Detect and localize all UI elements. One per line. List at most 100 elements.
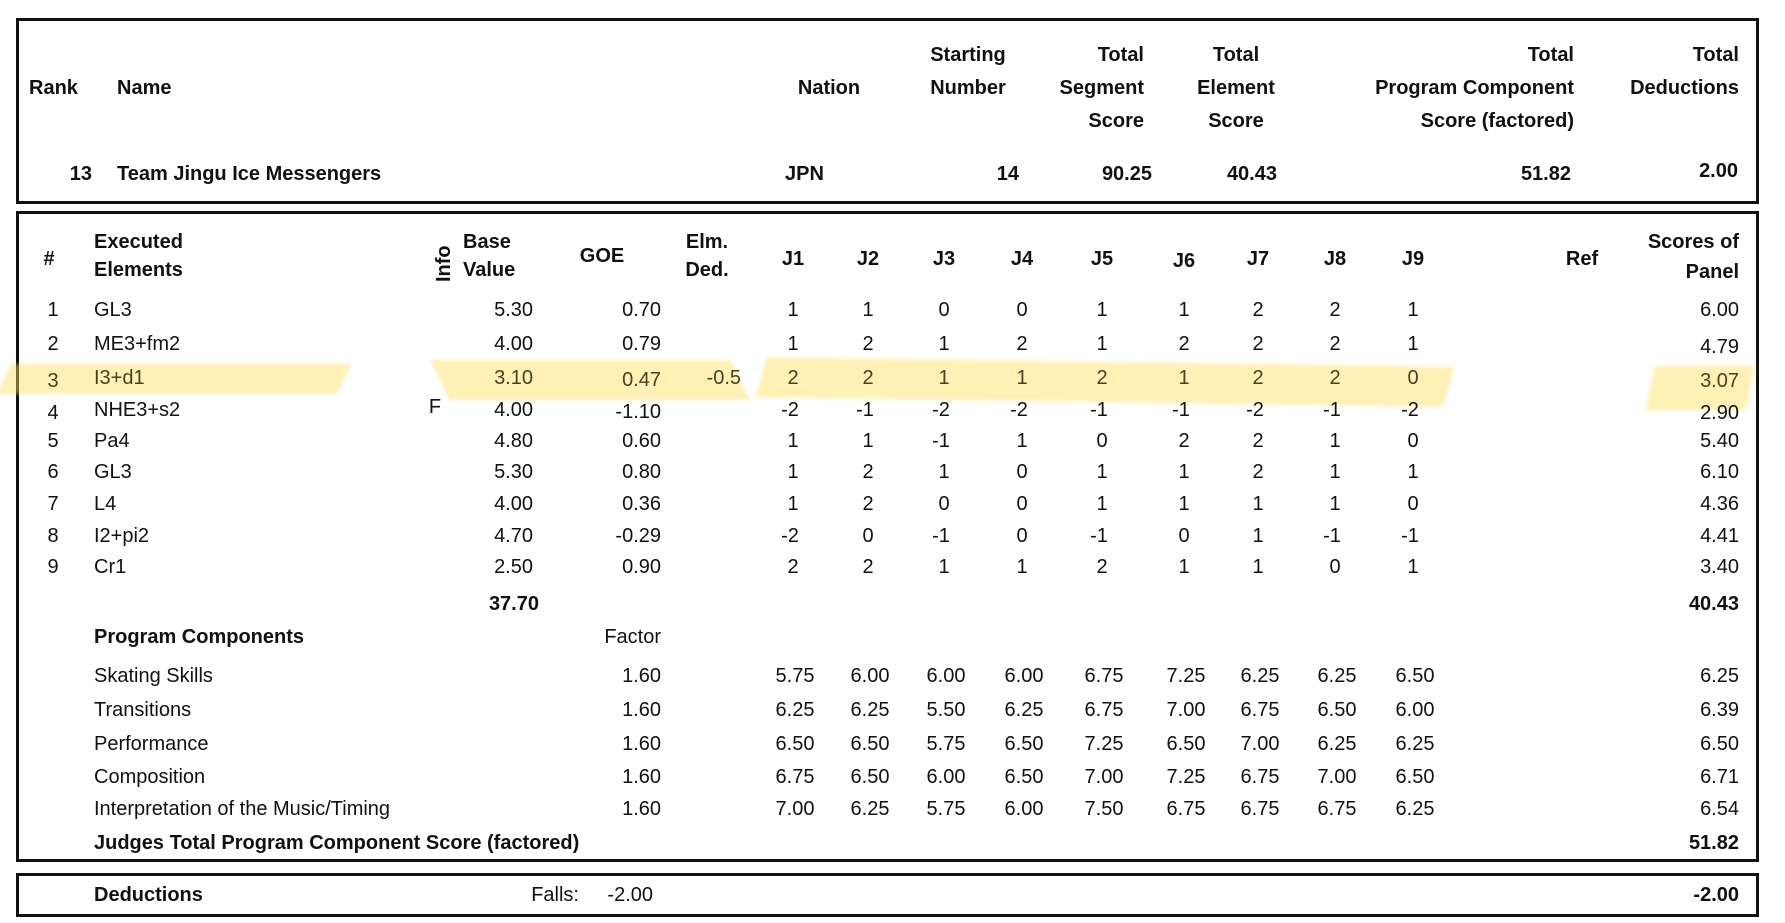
num-header: #	[43, 248, 55, 270]
panel-score: 6.10	[1700, 461, 1739, 483]
judge-score-j1: 1	[787, 333, 799, 355]
judge-score-j4: 0	[1016, 525, 1028, 547]
component-factor: 1.60	[622, 766, 661, 788]
component-score-j5: 7.25	[1084, 733, 1124, 755]
goe-value: 0.70	[622, 299, 661, 321]
component-score-j2: 6.50	[850, 766, 890, 788]
judge-score-j8: 2	[1329, 299, 1341, 321]
component-score-j5: 7.00	[1084, 766, 1124, 788]
judge-score-j5: -1	[1090, 525, 1108, 547]
component-score-j1: 5.75	[775, 665, 815, 687]
judge-score-j5: 1	[1096, 461, 1108, 483]
component-score-j9: 6.50	[1395, 766, 1435, 788]
scores-of-panel-header: Panel	[1685, 261, 1739, 283]
component-score-j3: 6.00	[926, 665, 966, 687]
component-score-j5: 7.50	[1084, 798, 1124, 820]
component-score-j4: 6.50	[1004, 766, 1044, 788]
judge-score-j8: 1	[1329, 461, 1341, 483]
goe-value: 0.60	[622, 430, 661, 452]
base-value: 3.10	[494, 367, 533, 389]
component-score-j7: 6.75	[1240, 798, 1280, 820]
base-value: 5.30	[494, 299, 533, 321]
judge-score-j8: -1	[1323, 399, 1341, 421]
goe-value: 0.90	[622, 556, 661, 578]
component-panel-score: 6.71	[1700, 766, 1739, 788]
component-score-j2: 6.25	[850, 699, 890, 721]
component-name: Transitions	[94, 699, 192, 721]
judge-score-j8: 1	[1329, 493, 1341, 515]
judge-header-j6: J6	[1172, 250, 1196, 272]
judge-score-j3: 1	[938, 333, 950, 355]
judge-score-j6: 2	[1178, 430, 1190, 452]
judge-score-j8: 0	[1329, 556, 1341, 578]
judge-score-j4: 0	[1016, 299, 1028, 321]
judge-score-j7: 1	[1252, 556, 1264, 578]
executed-elements-header: Executed	[94, 231, 183, 253]
component-name: Interpretation of the Music/Timing	[94, 798, 391, 820]
deductions-box	[16, 873, 1759, 917]
judge-score-j9: 1	[1407, 299, 1419, 321]
judge-score-j2: 2	[862, 333, 874, 355]
judge-score-j1: 1	[787, 299, 799, 321]
base-value: 4.00	[494, 399, 533, 421]
total-segment-score-value: 90.25	[1101, 163, 1152, 185]
judge-score-j5: -1	[1090, 399, 1108, 421]
component-score-j5: 6.75	[1084, 699, 1124, 721]
judge-header-j2: J2	[856, 248, 880, 270]
component-score-j1: 6.25	[775, 699, 815, 721]
element-number: 6	[47, 461, 59, 483]
total-element-score-value: 40.43	[1226, 163, 1277, 185]
total-element-score-header: Total	[1212, 44, 1260, 66]
judge-score-j7: 2	[1252, 367, 1264, 389]
judge-score-j6: -1	[1172, 399, 1190, 421]
judge-score-j1: -2	[781, 399, 799, 421]
total-segment-score-header: Total	[1097, 44, 1144, 66]
ref-header: Ref	[1565, 248, 1599, 270]
judge-score-j2: 2	[862, 367, 874, 389]
component-name: Composition	[94, 766, 206, 788]
base-value-total: 37.70	[488, 593, 539, 615]
program-components-title: Program Components	[94, 626, 305, 648]
component-panel-score: 6.54	[1700, 798, 1739, 820]
judge-score-j6: 1	[1178, 556, 1190, 578]
judge-score-j4: 2	[1016, 333, 1028, 355]
judge-score-j9: -1	[1401, 525, 1419, 547]
rank-value: 13	[69, 163, 92, 185]
component-panel-score: 6.25	[1700, 665, 1739, 687]
element-code: GL3	[94, 461, 132, 483]
judge-score-j9: 0	[1407, 367, 1419, 389]
element-deduction: -0.5	[706, 367, 741, 389]
judge-score-j8: 2	[1329, 333, 1341, 355]
components-total-label: Judges Total Program Component Score (fa…	[94, 832, 580, 854]
component-score-j8: 7.00	[1317, 766, 1357, 788]
judge-score-j9: 1	[1407, 461, 1419, 483]
component-panel-score: 6.50	[1700, 733, 1739, 755]
component-score-j6: 7.00	[1166, 699, 1206, 721]
element-number: 5	[47, 430, 59, 452]
program-component-score-header: Total	[1527, 44, 1574, 66]
element-number: 1	[47, 299, 59, 321]
judge-score-j5: 1	[1096, 493, 1108, 515]
element-number: 9	[47, 556, 59, 578]
component-score-j8: 6.25	[1317, 733, 1357, 755]
base-value-header: Value	[463, 259, 516, 281]
judge-score-j9: -2	[1401, 399, 1419, 421]
judge-score-j2: 1	[862, 430, 874, 452]
judge-score-j2: 2	[862, 461, 874, 483]
judge-score-j4: 0	[1016, 461, 1028, 483]
judge-score-j5: 0	[1096, 430, 1108, 452]
name-header: Name	[117, 77, 172, 99]
team-name: Team Jingu Ice Messengers	[117, 163, 382, 185]
element-code: I3+d1	[94, 367, 145, 389]
judge-score-j9: 1	[1407, 333, 1419, 355]
judge-score-j7: 2	[1252, 461, 1264, 483]
judge-score-j2: -1	[856, 399, 874, 421]
component-score-j4: 6.00	[1004, 798, 1044, 820]
total-deductions-value: 2.00	[1699, 160, 1738, 182]
element-number: 7	[47, 493, 59, 515]
highlight-mark	[430, 360, 750, 400]
component-score-j7: 6.75	[1240, 699, 1280, 721]
component-name: Skating Skills	[94, 665, 213, 687]
total-deductions-header: Deductions	[1630, 77, 1739, 99]
judge-header-j1: J1	[781, 248, 805, 270]
